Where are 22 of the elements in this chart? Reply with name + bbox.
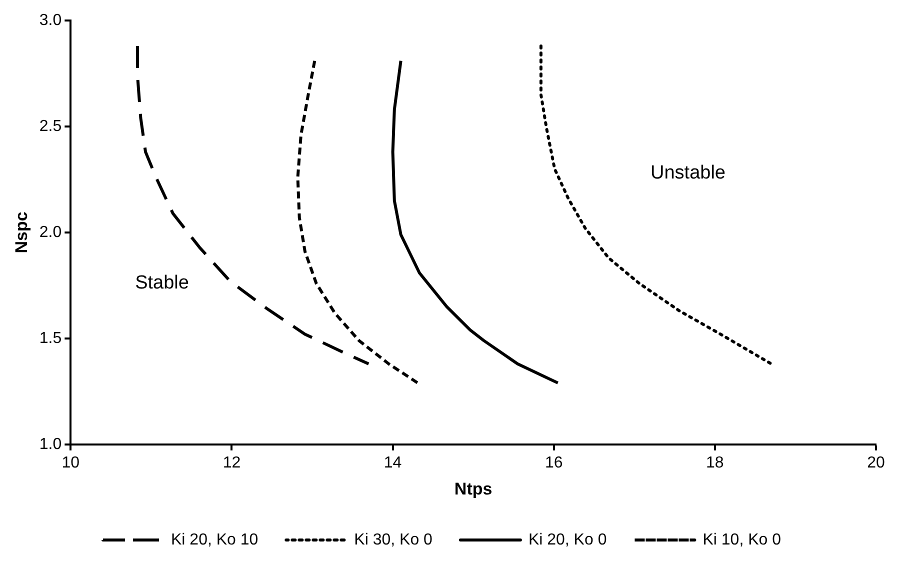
x-axis-title: Ntps bbox=[454, 479, 492, 498]
x-tick-label: 10 bbox=[62, 454, 80, 472]
x-tick-label: 18 bbox=[706, 454, 724, 472]
line-series bbox=[136, 44, 370, 366]
legend-label: Ki 20, Ko 10 bbox=[171, 531, 258, 548]
x-tick-label: 12 bbox=[222, 454, 241, 472]
line-series bbox=[296, 59, 420, 384]
legend-label: Ki 30, Ko 0 bbox=[354, 531, 433, 548]
annotation: Unstable bbox=[650, 162, 726, 184]
y-tick-label: 1.0 bbox=[39, 436, 62, 453]
line-series bbox=[539, 44, 773, 366]
y-tick-label: 2.0 bbox=[39, 224, 62, 241]
y-tick-label: 2.5 bbox=[39, 118, 62, 135]
x-tick-label: 20 bbox=[867, 454, 885, 472]
legend-label: Ki 20, Ko 0 bbox=[528, 531, 607, 548]
y-tick-label: 3.0 bbox=[39, 12, 62, 30]
y-axis-title: Nspc bbox=[12, 212, 31, 254]
x-tick-label: 16 bbox=[544, 454, 563, 472]
annotation: Stable bbox=[135, 272, 189, 294]
legend-label: Ki 10, Ko 0 bbox=[702, 531, 782, 548]
x-tick-label: 14 bbox=[384, 454, 402, 472]
y-tick-label: 1.5 bbox=[39, 330, 62, 347]
